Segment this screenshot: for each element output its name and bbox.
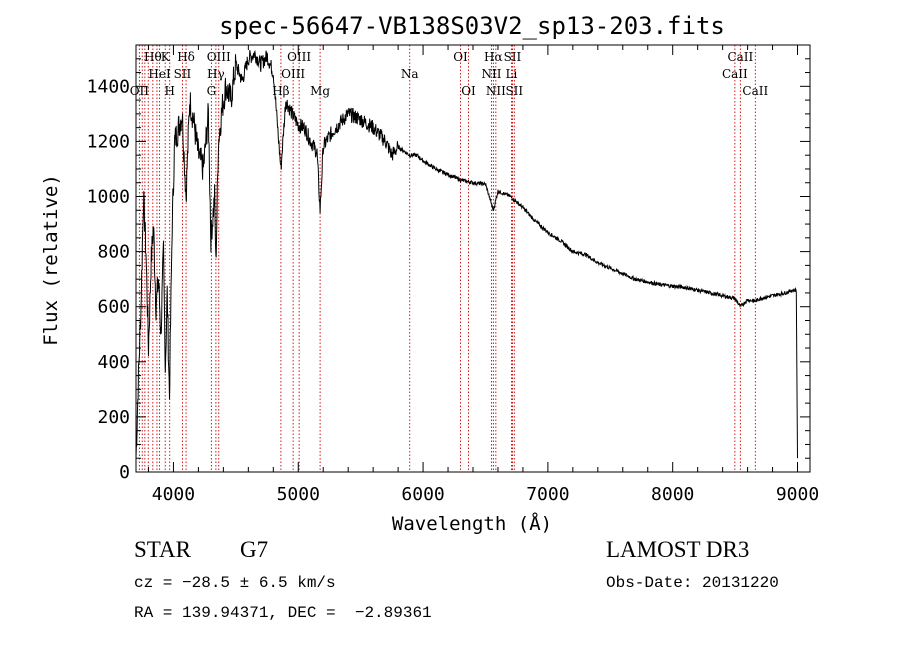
- line-label-28: CaII: [727, 50, 753, 64]
- obs-date: Obs-Date: 20131220: [606, 574, 779, 592]
- line-label-17: Mg: [310, 84, 330, 98]
- line-label-21: NII: [481, 67, 501, 81]
- x-tick-label-4000: 4000: [152, 484, 195, 505]
- line-label-29: CaII: [742, 84, 768, 98]
- plot-frame: [135, 44, 811, 473]
- line-label-15: OIII: [281, 67, 305, 81]
- line-label-22: Hα: [484, 50, 503, 64]
- y-tick-label-1000: 1000: [87, 187, 130, 208]
- object-type: STAR: [134, 537, 191, 562]
- line-label-6: HeI: [148, 67, 171, 81]
- line-label-11: G: [207, 84, 217, 98]
- y-tick-label-0: 0: [119, 462, 130, 483]
- line-label-27: CaII: [722, 67, 748, 81]
- line-label-10: Hδ: [177, 50, 195, 64]
- line-label-24: Li: [506, 67, 518, 81]
- line-label-20: OI: [461, 84, 476, 98]
- y-axis: 0 200 400 600 800 1000 1200 1400: [87, 58, 810, 483]
- line-label-0: OII: [130, 84, 150, 98]
- y-tick-label-600: 600: [97, 297, 130, 318]
- line-label-19: OI: [453, 50, 468, 64]
- line-label-25: SII: [504, 50, 522, 64]
- line-label-13: OIII: [207, 50, 231, 64]
- coordinates-text: RA = 139.94371, DEC = −2.89361: [134, 604, 432, 622]
- line-label-26: SII: [505, 84, 523, 98]
- line-label-14: Hβ: [272, 84, 289, 98]
- spectral-line-labels: OIIHθHeIKHSIIHδGHγOIIIHβOIIIOIIIMgNaOIOI…: [130, 50, 769, 98]
- x-tick-label-6000: 6000: [401, 484, 444, 505]
- y-tick-label-1200: 1200: [87, 131, 130, 152]
- y-tick-label-400: 400: [97, 352, 130, 373]
- x-axis-label: Wavelength (Å): [392, 512, 552, 535]
- line-label-4: Hθ: [144, 50, 162, 64]
- line-label-23: NII: [486, 84, 506, 98]
- spectrum-line: [135, 50, 798, 459]
- line-label-12: Hγ: [207, 67, 225, 81]
- survey-name: LAMOST DR3: [606, 537, 750, 562]
- y-tick-label-1400: 1400: [87, 76, 130, 97]
- x-tick-label-8000: 8000: [651, 484, 694, 505]
- line-label-7: K: [161, 50, 171, 64]
- line-label-18: Na: [401, 67, 419, 81]
- y-tick-label-800: 800: [97, 242, 130, 263]
- x-tick-label-5000: 5000: [277, 484, 320, 505]
- x-tick-label-9000: 9000: [776, 484, 819, 505]
- subclass: G7: [240, 537, 269, 562]
- line-label-9: SII: [174, 67, 192, 81]
- y-axis-label: Flux (relative): [40, 174, 62, 346]
- chart-title: spec-56647-VB138S03V2_sp13-203.fits: [219, 12, 725, 40]
- x-tick-label-7000: 7000: [526, 484, 569, 505]
- line-label-8: H: [164, 84, 174, 98]
- spectral-lines: [138, 45, 756, 472]
- line-label-16: OIII: [287, 50, 311, 64]
- y-tick-label-200: 200: [97, 407, 130, 428]
- x-axis: 4000 5000 6000 7000 8000 9000: [147, 45, 819, 505]
- redshift-text: cz = −28.5 ± 6.5 km/s: [134, 574, 336, 592]
